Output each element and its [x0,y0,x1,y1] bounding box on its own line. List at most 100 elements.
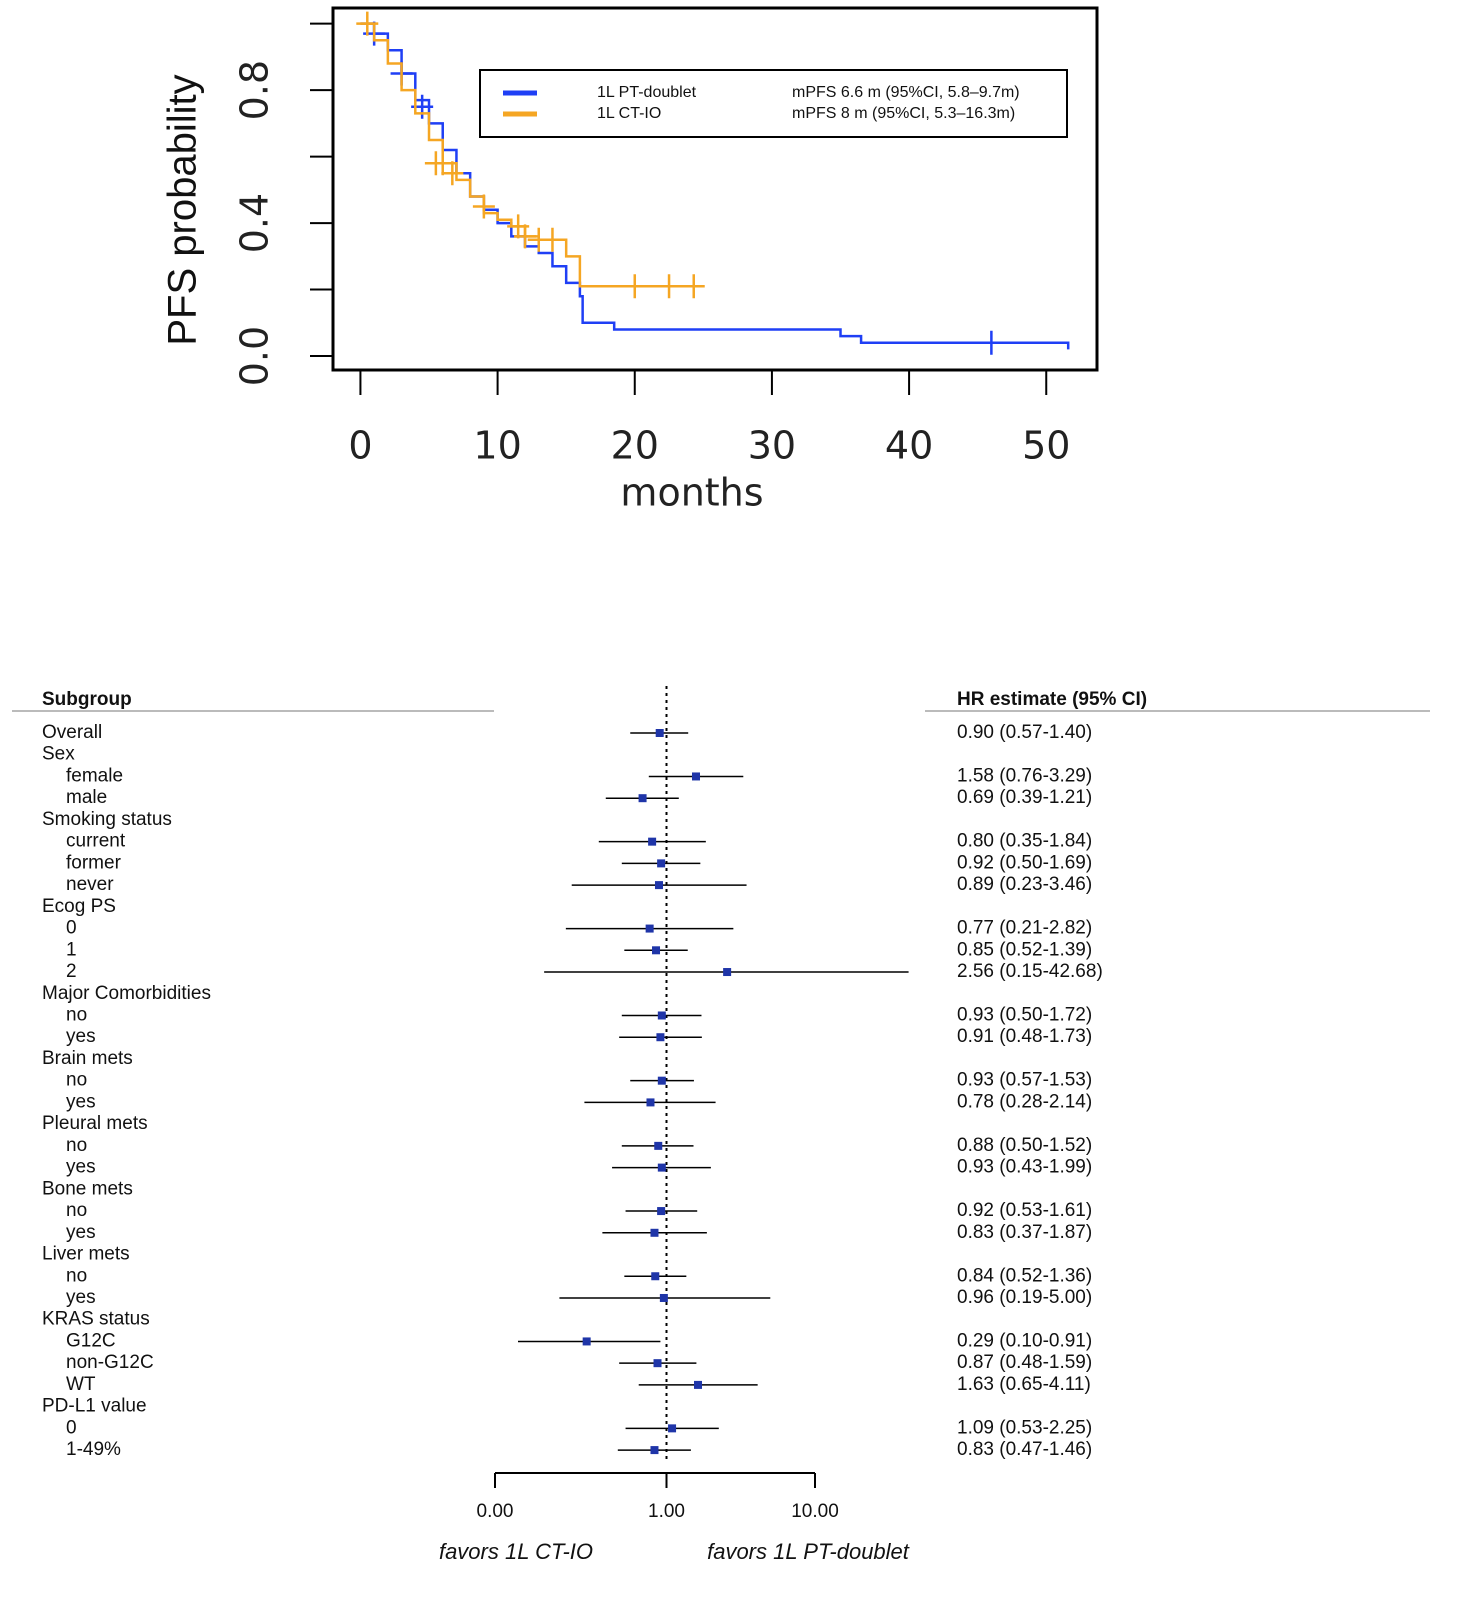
value-label: 0.77 (0.21-2.82) [957,918,1092,939]
hr-marker [648,837,657,846]
row-label: Overall [42,722,102,743]
hr-marker [655,729,664,737]
value-label: 0.80 (0.35-1.84) [957,831,1092,852]
value-label: 1.09 (0.53-2.25) [957,1417,1092,1438]
value-label: 1.58 (0.76-3.29) [957,765,1092,786]
censor-mark [441,161,464,186]
hr-marker [650,1446,659,1455]
favors-label: favors 1L PT-doublet [707,1539,910,1564]
value-label: 0.78 (0.28-2.14) [957,1091,1092,1112]
row-label: 2 [66,961,77,982]
value-label: 0.90 (0.57-1.40) [957,722,1092,743]
x-tick-label: 40 [885,424,933,468]
row-label: yes [66,1222,96,1243]
hr-marker [646,1098,655,1107]
hr-marker [650,1228,659,1237]
value-label: 0.93 (0.57-1.53) [957,1070,1092,1091]
row-label: yes [66,1287,96,1308]
row-label: never [66,874,114,895]
row-label: male [66,787,107,808]
value-label: 0.88 (0.50-1.52) [957,1135,1092,1156]
hr-marker [694,1380,703,1389]
legend-label: 1L PT-doublet [597,84,697,101]
x-tick-label: 50 [1022,424,1070,468]
row-label: Sex [42,744,75,765]
row-label: KRAS status [42,1309,150,1330]
censor-mark [356,11,379,36]
legend-note: mPFS 6.6 m (95%CI, 5.8–9.7m) [792,84,1020,101]
row-label: PD-L1 value [42,1396,147,1417]
legend-note: mPFS 8 m (95%CI, 5.3–16.3m) [792,105,1015,122]
row-label: 0 [66,918,77,939]
value-label: 0.29 (0.10-0.91) [957,1330,1092,1351]
row-label: no [66,1005,87,1026]
row-label: Bone mets [42,1178,133,1199]
y-tick-label: 0.4 [233,193,277,253]
hr-marker [657,1076,666,1085]
hr-marker [657,859,666,868]
censor-mark [431,151,454,176]
row-label: no [66,1200,87,1221]
value-label: 0.69 (0.39-1.21) [957,787,1092,808]
row-label: yes [66,1091,96,1112]
row-label: Major Comorbidities [42,983,211,1004]
row-label: Smoking status [42,809,172,830]
hr-marker [668,1424,677,1433]
censor-mark [472,194,495,219]
hr-marker [652,946,661,955]
row-label: no [66,1135,87,1156]
hr-marker [657,1011,666,1020]
x-axis-label: months [620,471,763,515]
plot-frame [331,6,1099,372]
row-label: 0 [66,1417,77,1438]
value-label: 0.92 (0.50-1.69) [957,852,1092,873]
hr-marker [645,924,654,933]
hr-marker [692,772,701,781]
legend-box [479,69,1068,138]
x-tick-label: 30 [748,424,796,468]
hr-marker [638,794,647,803]
y-tick-label: 0.0 [233,326,277,386]
censor-mark [980,330,1003,355]
favors-label: favors 1L CT-IO [439,1539,593,1564]
hr-marker [657,1207,666,1216]
censor-mark [682,274,705,299]
column-header: Subgroup [42,689,132,710]
value-label: 0.91 (0.48-1.73) [957,1026,1092,1047]
x-tick-label: 10 [473,424,521,468]
x-tick-label: 1.00 [648,1501,685,1522]
value-label: 0.92 (0.53-1.61) [957,1200,1092,1221]
x-tick-label: 0.00 [477,1501,514,1522]
row-label: current [66,831,126,852]
value-label: 0.83 (0.47-1.46) [957,1439,1092,1460]
value-label: 0.93 (0.50-1.72) [957,1005,1092,1026]
y-axis-label: PFS probability [161,74,205,345]
hr-marker [657,1163,666,1172]
value-label: 0.84 (0.52-1.36) [957,1265,1092,1286]
hr-marker [723,968,732,977]
row-label: Pleural mets [42,1113,148,1134]
value-label: 0.96 (0.19-5.00) [957,1287,1092,1308]
row-label: yes [66,1026,96,1047]
row-label: former [66,852,122,873]
row-label: Brain mets [42,1048,133,1069]
row-label: 1 [66,939,77,960]
censor-mark [658,274,681,299]
hr-marker [656,1033,665,1042]
x-tick-label: 0 [348,424,372,468]
value-label: 1.63 (0.65-4.11) [957,1374,1091,1395]
value-label: 2.56 (0.15-42.68) [957,961,1103,982]
censor-mark [514,224,537,249]
y-tick-label: 0.8 [233,60,277,120]
censor-mark [541,227,564,252]
legend-label: 1L CT-IO [597,105,661,122]
hr-marker [651,1272,660,1281]
hr-marker [659,1293,668,1302]
row-label: G12C [66,1330,116,1351]
row-label: female [66,765,123,786]
hr-marker [582,1337,591,1346]
row-label: Ecog PS [42,896,116,917]
value-label: 0.83 (0.37-1.87) [957,1222,1092,1243]
value-label: 0.89 (0.23-3.46) [957,874,1092,895]
